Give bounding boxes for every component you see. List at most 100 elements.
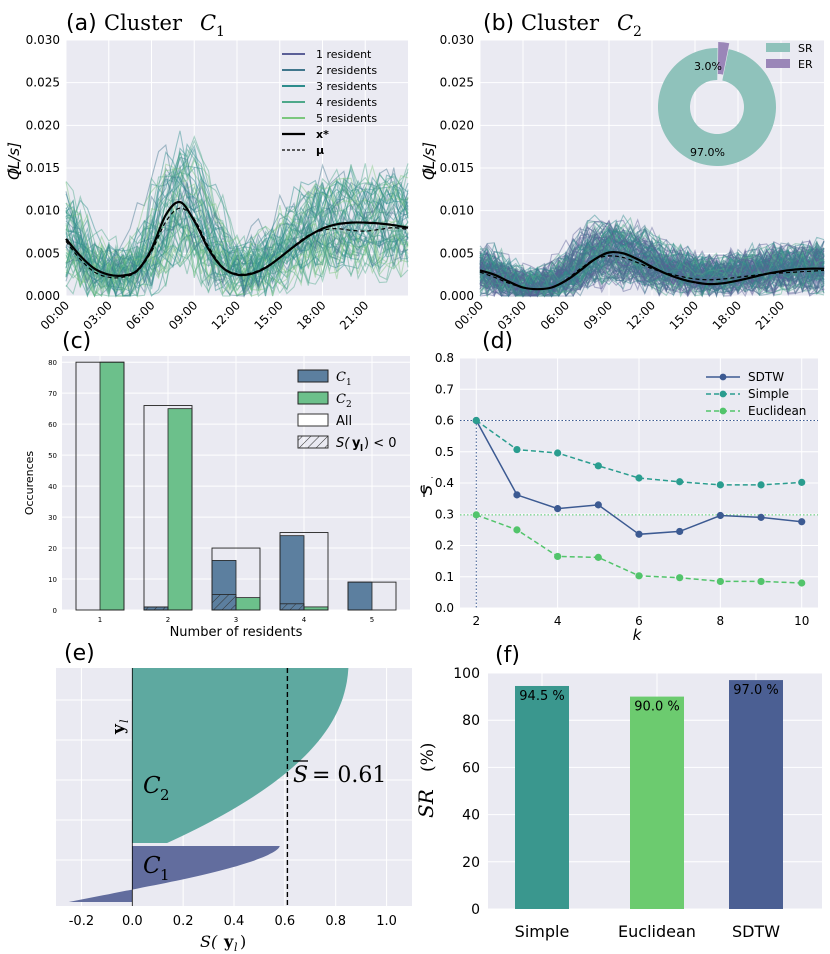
- pf-ytick-label: 40: [462, 808, 480, 824]
- pa-trace: [65, 192, 409, 294]
- pa-trace: [65, 207, 409, 298]
- pd-point-sdtw: [757, 513, 765, 521]
- legend-c2-subscript: 2: [346, 400, 352, 410]
- pb-trace: [479, 248, 825, 297]
- panel-e-xlabel-y: y: [223, 932, 234, 951]
- pd-ytick-label: 0.2: [435, 539, 454, 553]
- panel-c-legend: C 1 C 2 All S( y l ) < 0: [297, 369, 397, 454]
- pb-trace: [479, 237, 825, 297]
- pa-trace: [65, 175, 409, 278]
- pb-trace: [479, 243, 825, 297]
- panel-d-label: (d): [482, 329, 513, 354]
- pa-trace: [65, 199, 409, 297]
- panel-d: 0.00.10.20.30.40.50.60.70.82 4 6 8 10 (d) k …: [417, 329, 818, 644]
- pb-ytick-label: 0.025: [440, 76, 474, 90]
- pf-xtick-label: SDTW: [732, 922, 780, 941]
- pb-trace: [479, 226, 825, 292]
- pb-trace: [479, 229, 825, 288]
- panel-e-c1-subscript: 1: [160, 866, 170, 884]
- pc-ytick-label: 0: [53, 607, 57, 615]
- pb-trace: [479, 233, 825, 297]
- pb-trace: [479, 230, 825, 297]
- pb-trace: [479, 259, 825, 298]
- pb-trace: [479, 223, 825, 293]
- pie-legend-swatch: [766, 59, 790, 68]
- pa-trace: [65, 216, 409, 297]
- pd-legend-label: Simple: [748, 387, 789, 401]
- panel-f: 94.5 % 90.0 % 97.0 % 0 20 40 60 80 100 Simple Euc…: [414, 643, 822, 941]
- bar-negative: [143, 606, 169, 611]
- pb-trace: [479, 264, 825, 297]
- pb-trace: [479, 238, 825, 298]
- pf-ytick-label: 80: [462, 713, 480, 729]
- panel-f-ylabel-sym: SR: [414, 789, 438, 818]
- pa-trace: [65, 180, 409, 287]
- pa-trace: [65, 226, 409, 296]
- pe-xtick-label: 0.4: [224, 914, 245, 929]
- pb-xtick-label: 00:00: [452, 298, 486, 332]
- pb-series-mu: [479, 255, 825, 290]
- pa-trace: [65, 222, 409, 297]
- pb-trace: [479, 226, 825, 294]
- pb-trace: [479, 243, 825, 298]
- pb-trace: [479, 251, 825, 298]
- pa-trace: [65, 150, 409, 287]
- pb-ytick-label: 0.010: [440, 204, 474, 218]
- pa-trace: [65, 147, 409, 273]
- pa-ytick-label: 0.010: [26, 204, 60, 218]
- bar-c2: [167, 408, 193, 611]
- pa-trace: [65, 200, 409, 297]
- pie-slice-sr: [657, 47, 776, 166]
- pb-trace: [479, 244, 825, 297]
- pa-xtick-label: 00:00: [38, 298, 72, 332]
- pc-xtick-label: 4: [302, 616, 307, 624]
- pd-ytick-label: 0.1: [435, 570, 454, 584]
- pb-trace: [479, 225, 825, 295]
- pd-xtick-label: 10: [794, 614, 809, 628]
- pa-trace: [65, 167, 409, 278]
- legend-all-label: All: [336, 414, 352, 429]
- pa-trace: [65, 156, 409, 268]
- pb-trace: [479, 249, 825, 297]
- bar-c1: [279, 535, 305, 611]
- legend-c2-symbol: C: [336, 392, 346, 407]
- pd-point-euclidean: [472, 511, 480, 519]
- pd-point-euclidean: [798, 579, 806, 587]
- pf-bar-value-label: 90.0 %: [634, 700, 679, 715]
- bar-negative: [211, 594, 237, 611]
- pa-trace: [65, 235, 409, 297]
- pb-trace: [479, 228, 825, 295]
- pd-ytick-label: 0.7: [435, 382, 454, 396]
- pe-xtick-label: 0.2: [173, 914, 194, 929]
- pb-trace: [479, 260, 824, 297]
- pb-trace: [479, 226, 825, 287]
- pa-trace: [65, 147, 409, 282]
- pb-trace: [479, 244, 825, 297]
- pb-trace: [479, 239, 825, 297]
- pb-trace: [479, 241, 825, 293]
- pb-trace: [479, 223, 825, 295]
- pb-xtick-label: 12:00: [624, 298, 658, 332]
- pb-trace: [479, 222, 825, 291]
- pb-trace: [479, 247, 825, 297]
- pb-xtick-label: 21:00: [753, 298, 787, 332]
- pa-trace: [65, 223, 409, 297]
- panel-e-ylabel-y: y: [109, 723, 129, 735]
- bar-c2: [303, 606, 329, 611]
- panel-e-xlabel-pre: S(: [200, 932, 218, 951]
- pf-bar-value-label: 97.0 %: [733, 683, 778, 698]
- pe-xtick-label: 0.8: [325, 914, 346, 929]
- legend-a-label: 5 residents: [316, 112, 377, 125]
- pb-trace: [479, 256, 825, 298]
- pd-point-euclidean: [554, 552, 562, 561]
- pb-trace: [479, 257, 825, 297]
- pd-point-sdtw: [635, 530, 643, 538]
- pa-trace: [65, 142, 409, 287]
- pe-xtick-label: 1.0: [376, 914, 397, 929]
- pd-ytick-label: 0.5: [435, 445, 454, 459]
- pa-trace: [65, 144, 409, 273]
- pf-bar-sdtw: [729, 680, 783, 909]
- pa-ytick-label: 0.015: [26, 161, 60, 175]
- pa-trace: [65, 221, 409, 297]
